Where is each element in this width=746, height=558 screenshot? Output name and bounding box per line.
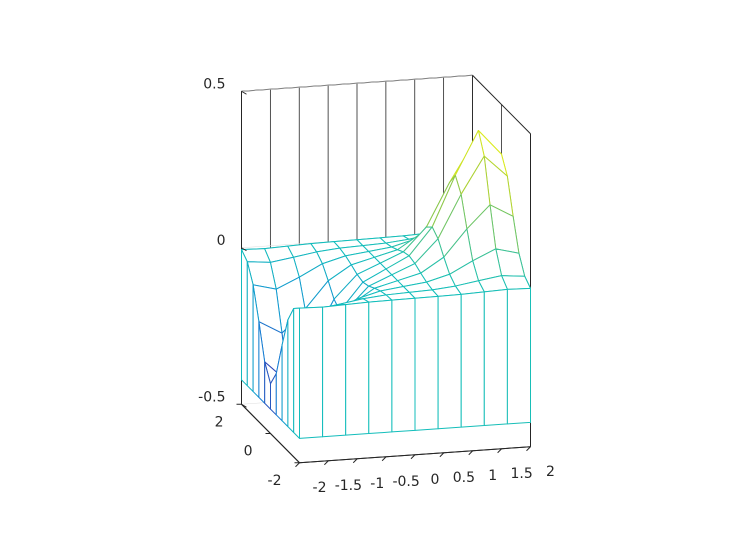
z-tick-label: -0.5 bbox=[198, 389, 225, 405]
z-tick bbox=[241, 247, 247, 252]
curtain bbox=[368, 299, 393, 435]
curtain bbox=[299, 306, 324, 439]
grid-line bbox=[241, 75, 473, 92]
x-tick bbox=[439, 452, 445, 458]
x-tick bbox=[352, 458, 358, 464]
curtain bbox=[506, 287, 531, 425]
x-tick bbox=[526, 446, 531, 452]
x-tick bbox=[295, 462, 300, 468]
z-tick bbox=[241, 90, 247, 95]
y-tick-label: 0 bbox=[244, 444, 253, 460]
z-tick bbox=[241, 403, 247, 408]
y-tick-label: -2 bbox=[268, 473, 282, 489]
x-tick-label: 0 bbox=[431, 472, 440, 488]
x-tick-label: 2 bbox=[546, 464, 555, 480]
curtain bbox=[391, 297, 416, 433]
curtain bbox=[437, 293, 462, 430]
curtain bbox=[483, 288, 508, 427]
x-tick-label: -1.5 bbox=[335, 478, 362, 494]
x-tick bbox=[381, 456, 387, 462]
x-tick-label: -2 bbox=[313, 480, 327, 496]
x-tick-label: 0.5 bbox=[453, 470, 475, 486]
curtain bbox=[293, 307, 300, 439]
z-tick-label: 0 bbox=[217, 233, 226, 249]
curtain bbox=[322, 304, 347, 438]
x-tick bbox=[410, 454, 416, 460]
x-tick-label: 1.5 bbox=[510, 466, 532, 482]
z-tick-label: 0.5 bbox=[203, 76, 225, 92]
curtain bbox=[287, 308, 295, 433]
x-tick-label: -1 bbox=[370, 476, 384, 492]
x-tick bbox=[497, 448, 502, 454]
curtain bbox=[246, 261, 254, 393]
x-tick bbox=[468, 450, 474, 456]
curtain bbox=[241, 249, 248, 387]
curtain bbox=[460, 291, 485, 428]
y-tick-label: 2 bbox=[215, 414, 224, 430]
curtain bbox=[414, 295, 439, 431]
curtain bbox=[345, 301, 370, 436]
x-tick-label: 1 bbox=[488, 468, 497, 484]
x-tick-label: -0.5 bbox=[392, 474, 419, 490]
x-tick bbox=[324, 460, 329, 466]
